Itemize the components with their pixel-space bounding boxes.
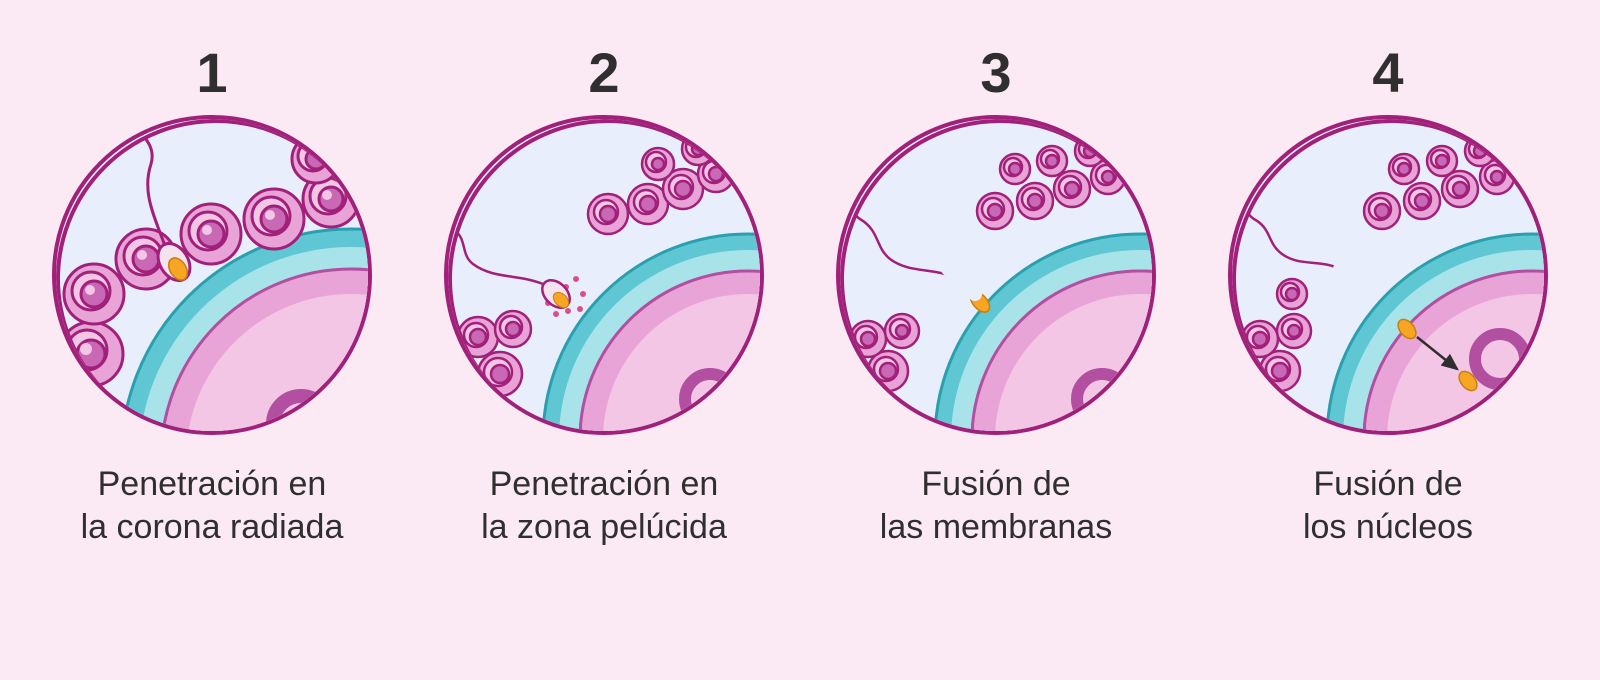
circle-3 [836,115,1156,435]
circle-4 [1228,115,1548,435]
panel-1: 1 [32,40,392,548]
caption-4: Fusión de los núcleos [1303,463,1473,548]
panel-4: 4 [1208,40,1568,548]
illustration-2 [448,119,764,435]
caption-3: Fusión de las membranas [880,463,1112,548]
circle-1 [52,115,372,435]
step-number-3: 3 [980,40,1011,105]
diagram-canvas: 1 [0,0,1600,680]
step-number-1: 1 [196,40,227,105]
caption-1: Penetración en la corona radiada [81,463,344,548]
circle-2 [444,115,764,435]
illustration-3 [840,119,1156,435]
caption-2: Penetración en la zona pelúcida [481,463,727,548]
panel-3: 3 [816,40,1176,548]
step-number-2: 2 [588,40,619,105]
panel-2: 2 [424,40,784,548]
illustration-4 [1232,119,1548,435]
step-number-4: 4 [1372,40,1403,105]
illustration-1 [56,119,372,435]
